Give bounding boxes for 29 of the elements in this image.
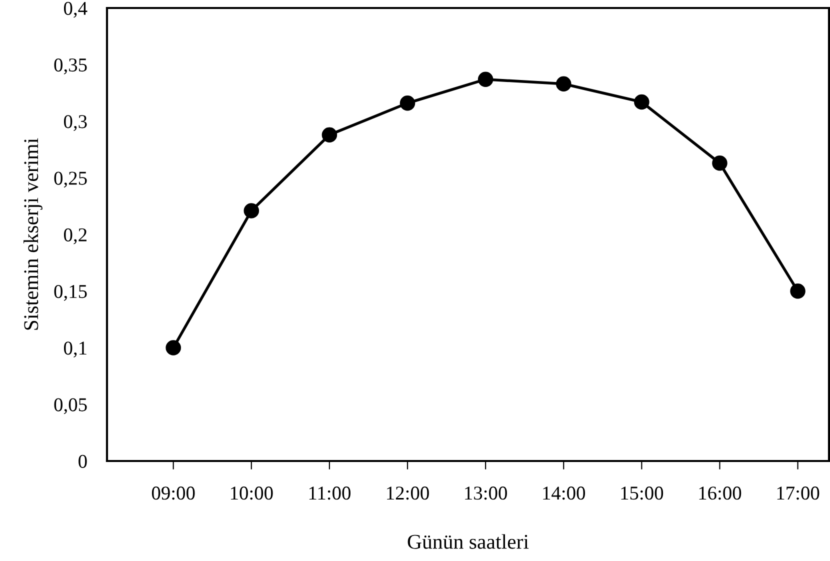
x-tick-label: 15:00: [621, 486, 664, 500]
y-tick-label: 0,25: [54, 172, 87, 188]
y-tick-label: 0,3: [64, 115, 87, 131]
y-tick-label: 0,15: [54, 284, 87, 301]
point: [322, 127, 338, 142]
y-tick-label: 0,4: [64, 2, 88, 18]
x-tick-label: 10:00: [230, 486, 273, 500]
x-tick-label: 09:00: [152, 486, 195, 500]
point: [478, 72, 494, 87]
x-tick-label: 11:00: [309, 486, 350, 500]
y-axis-title: Sistemin ekserji verimi: [24, 138, 42, 330]
point: [556, 76, 572, 92]
point: [166, 340, 181, 356]
point: [790, 283, 806, 299]
point: [634, 94, 650, 110]
y-tick-label: 0: [78, 454, 87, 468]
x-axis-title: Günün saatleri: [408, 534, 529, 549]
y-tick-label: 0,05: [54, 398, 87, 414]
y-tick-label: 0,2: [64, 228, 86, 244]
point: [244, 203, 260, 218]
point: [712, 156, 728, 171]
y-tick-label: 0,35: [54, 58, 87, 74]
x-tick-label: 17:00: [777, 486, 820, 500]
x-tick-label: 12:00: [387, 486, 429, 500]
point: [400, 95, 416, 111]
x-tick-label: 13:00: [465, 486, 507, 500]
x-tick-label: 16:00: [699, 486, 742, 500]
x-tick-label: 14:00: [543, 486, 586, 500]
y-tick-label: 0,1: [64, 342, 86, 358]
